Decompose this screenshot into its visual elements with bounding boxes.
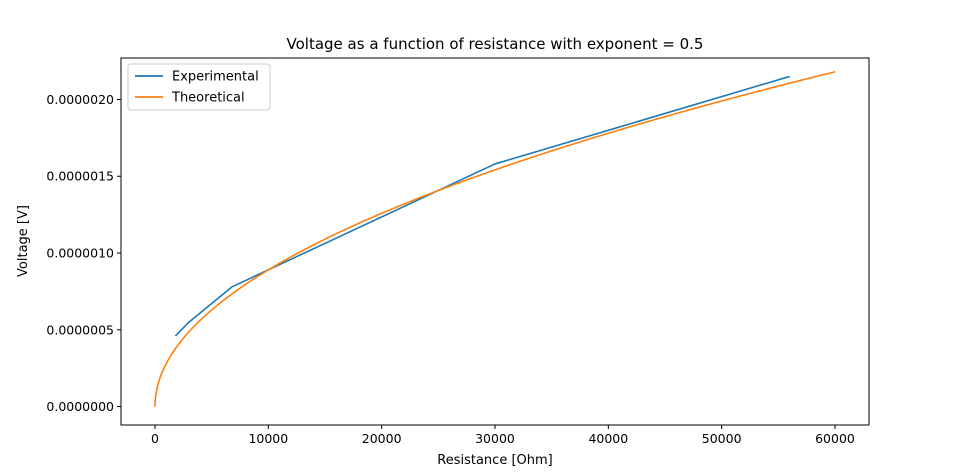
legend: Experimental Theoretical (127, 63, 271, 111)
y-tick-label: 0.0000020 (46, 92, 114, 107)
y-axis-label: Voltage [V] (16, 205, 31, 277)
legend-box (127, 63, 271, 111)
y-tick-label: 0.0000010 (46, 246, 114, 261)
chart-title: Voltage as a function of resistance with… (287, 35, 704, 53)
x-axis: 0 10000 20000 30000 40000 50000 60000 (151, 425, 855, 446)
y-axis: 0.0000000 0.0000005 0.0000010 0.0000015 0.00… (46, 92, 121, 414)
legend-label: Experimental (172, 70, 259, 85)
x-tick-label: 50000 (702, 431, 742, 446)
legend-label: Theoretical (171, 91, 245, 106)
y-tick-label: 0.0000015 (46, 169, 114, 184)
x-tick-label: 30000 (475, 431, 515, 446)
x-tick-label: 20000 (362, 431, 402, 446)
series-line-experimental (174, 75, 790, 337)
plot-area (120, 57, 870, 426)
x-tick-label: 10000 (248, 431, 288, 446)
y-tick-label: 0.0000000 (46, 399, 114, 414)
y-tick-label: 0.0000005 (46, 322, 114, 337)
x-axis-label: Resistance [Ohm] (437, 453, 552, 468)
x-tick-label: 60000 (815, 431, 855, 446)
series-line-theoretical (154, 71, 836, 407)
x-tick-label: 0 (151, 431, 159, 446)
series-layer (154, 71, 836, 407)
x-tick-label: 40000 (588, 431, 628, 446)
